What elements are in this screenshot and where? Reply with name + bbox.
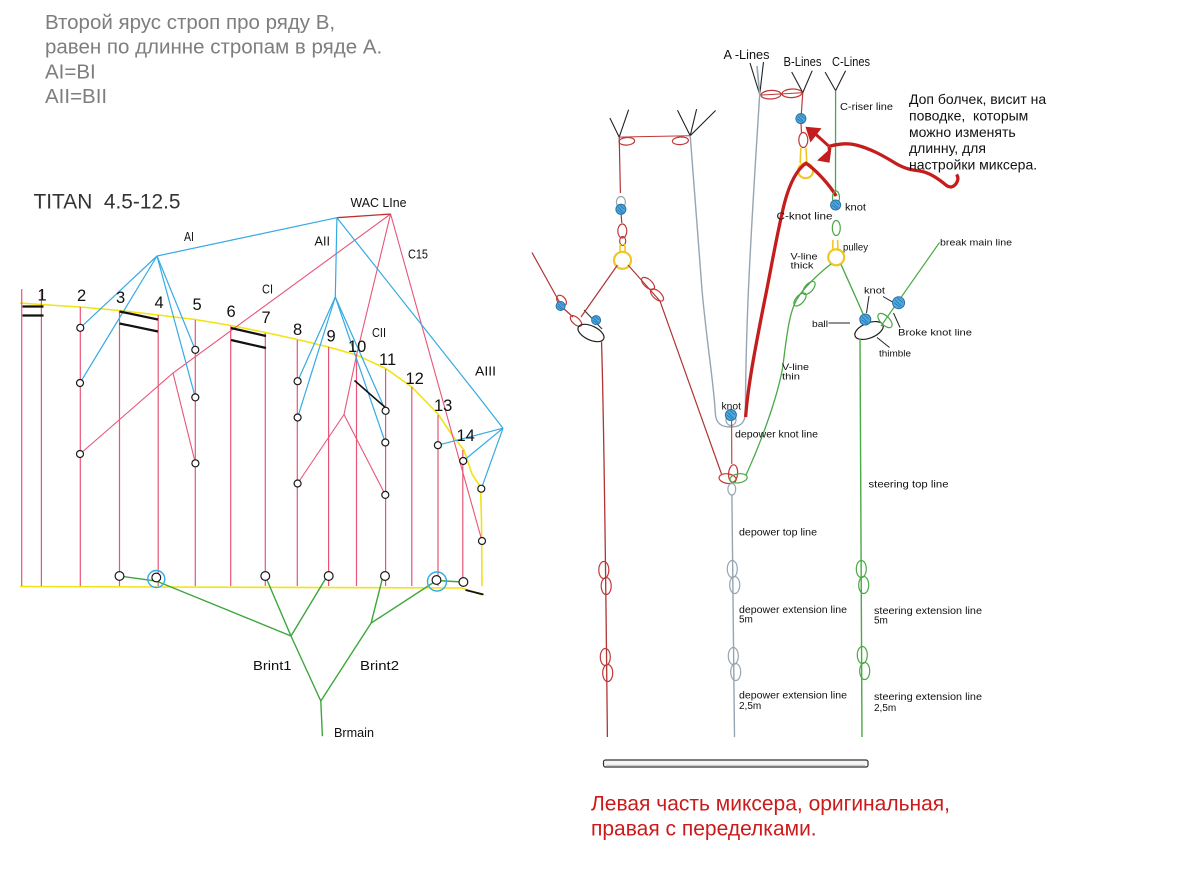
svg-text:V-line: V-line [791,252,818,263]
svg-text:AII: AII [315,235,331,249]
svg-text:B-Lines: B-Lines [784,54,822,69]
svg-text:Brint1: Brint1 [253,659,292,673]
svg-text:2: 2 [77,287,86,305]
svg-text:4: 4 [155,294,164,312]
svg-text:2,5m: 2,5m [874,703,896,714]
svg-text:поводке, которым: поводке, которым [909,107,1028,123]
svg-text:knot: knot [845,203,866,214]
svg-text:Левая часть миксера, оригиналь: Левая часть миксера, оригинальная, [591,793,950,816]
svg-text:pulley: pulley [843,243,868,254]
svg-text:8: 8 [293,321,302,339]
svg-text:steering extension line: steering extension line [874,606,982,617]
svg-text:13: 13 [434,397,452,415]
svg-text:ball: ball [812,319,828,330]
svg-text:9: 9 [327,328,336,346]
svg-text:depower top line: depower top line [739,528,817,539]
svg-text:7: 7 [262,309,271,327]
svg-text:AIII: AIII [475,365,496,379]
svg-text:равен по длинне стропам в ряде: равен по длинне стропам в ряде A. [45,36,382,59]
svg-text:depower knot line: depower knot line [735,430,818,441]
svg-text:длинну, для: длинну, для [909,140,986,156]
svg-text:knot: knot [722,402,742,413]
svg-text:3: 3 [116,289,125,307]
svg-text:Доп болчек, висит на: Доп болчек, висит на [909,91,1046,107]
svg-text:5m: 5m [874,616,888,627]
svg-text:depower extension line: depower extension line [739,605,847,616]
svg-text:C-riser line: C-riser line [840,102,893,113]
svg-text:TITAN 4.5-12.5: TITAN 4.5-12.5 [34,190,181,214]
svg-text:steering extension line: steering extension line [874,692,982,703]
svg-text:2,5m: 2,5m [739,701,761,712]
svg-text:6: 6 [227,303,236,321]
svg-text:AII=BII: AII=BII [45,85,107,108]
svg-text:AI=BI: AI=BI [45,60,96,83]
svg-text:5: 5 [193,296,202,314]
svg-text:CII: CII [372,326,386,340]
svg-text:можно изменять: можно изменять [909,124,1016,140]
svg-text:depower extension line: depower extension line [739,691,847,702]
svg-text:thin: thin [782,372,800,383]
svg-text:12: 12 [406,370,424,388]
svg-text:AI: AI [184,230,194,244]
svg-text:C-knot line: C-knot line [777,212,833,223]
svg-text:5m: 5m [739,615,753,626]
svg-text:14: 14 [457,427,475,445]
svg-text:настройки миксера.: настройки миксера. [909,157,1037,173]
svg-text:V-line: V-line [782,362,809,373]
svg-text:Brint2: Brint2 [360,659,399,673]
svg-text:CI: CI [262,283,273,297]
svg-text:knot: knot [864,286,885,297]
svg-text:WAC LIne: WAC LIne [351,196,407,210]
svg-text:C-Lines: C-Lines [832,54,870,69]
svg-text:C15: C15 [408,248,428,262]
svg-text:break main line: break main line [940,238,1012,249]
svg-text:10: 10 [348,338,366,356]
svg-text:thick: thick [791,261,814,272]
svg-text:1: 1 [38,287,47,305]
svg-text:steering top line: steering top line [869,480,949,491]
svg-text:Второй ярус строп про ряду B,: Второй ярус строп про ряду B, [45,11,335,34]
svg-text:thimble: thimble [879,349,911,360]
svg-text:правая с переделками.: правая с переделками. [591,818,817,841]
svg-text:11: 11 [379,351,396,369]
svg-text:Broke knot line: Broke knot line [898,328,972,339]
svg-text:A -Lines: A -Lines [724,47,770,62]
svg-text:Brmain: Brmain [334,726,374,740]
